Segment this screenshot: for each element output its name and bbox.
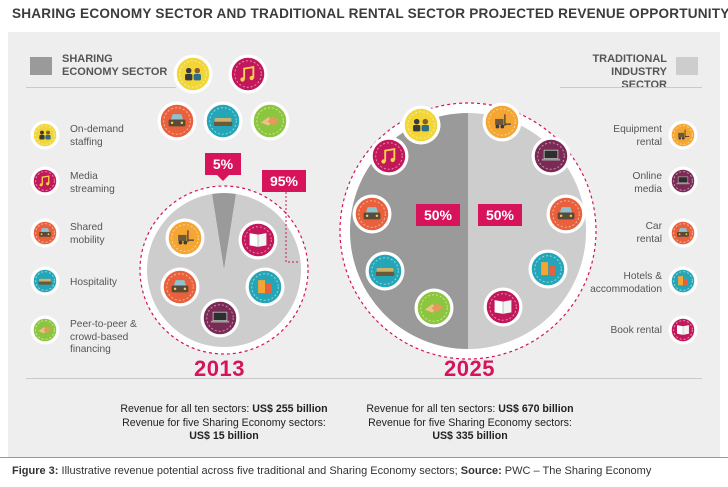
pie-2025-handshake-icon (414, 288, 454, 328)
pie-2025-book-icon (483, 287, 523, 327)
legend-label-equipment-rental: Equipment rental (613, 124, 662, 148)
cluster-sofa-icon (203, 101, 243, 141)
legend-book-icon (668, 315, 698, 345)
pie-2025-car-icon (352, 194, 392, 234)
legend-car-icon (30, 218, 60, 248)
legend-label-book-rental: Book rental (610, 325, 662, 336)
revenue-2013-sharing: US$ 15 billion (189, 430, 259, 442)
revenue-2025-sharing: US$ 335 billion (432, 430, 508, 442)
pie-2013-laptop-icon (200, 298, 240, 338)
pie-2013-book-icon (238, 220, 278, 260)
traditional-heading-line1: TRADITIONAL (592, 53, 667, 65)
baseline-divider (26, 378, 702, 379)
legend-sofa-icon (30, 266, 60, 296)
legend-label-car-rental: Car rental (636, 221, 662, 245)
legend-label-online-media: Online media (632, 171, 662, 195)
legend-forklift-icon (668, 120, 698, 150)
sharing-heading-line1: SHARING (62, 53, 113, 65)
revenue-2025-line2: Revenue for five Sharing Economy sectors… (368, 416, 572, 429)
legend-label-hospitality: Hospitality (70, 277, 117, 288)
traditional-legend-heading: TRADITIONAL INDUSTRY SECTOR (565, 53, 667, 92)
traditional-swatch (676, 57, 698, 75)
cluster-staffing-icon (173, 54, 213, 94)
revenue-2025-total: US$ 670 billion (498, 403, 574, 415)
cluster-handshake-icon (250, 101, 290, 141)
legend-staffing-icon (30, 120, 60, 150)
legend-label-media-streaming: Media streaming (70, 171, 115, 195)
year-2013: 2013 (194, 356, 245, 381)
pie-2025-traditional-label: 50% (478, 204, 522, 226)
page-title: SHARING ECONOMY SECTOR AND TRADITIONAL R… (12, 6, 728, 21)
legend-label-p2p-financing: Peer-to-peer & crowd-based financing (70, 319, 137, 355)
legend-hotel-icon (668, 266, 698, 296)
pie-2025-forklift-icon (482, 102, 522, 142)
pie-2013-hotel-icon (245, 267, 285, 307)
pie-2013-slice-sharing (211, 193, 237, 270)
legend-car-icon (668, 218, 698, 248)
cluster-car-icon (157, 101, 197, 141)
sharing-legend-heading: SHARING ECONOMY SECTOR (62, 53, 167, 79)
pie-2013-sharing-label: 5% (205, 153, 241, 181)
pie-2025-music-icon (369, 136, 409, 176)
revenue-2025: Revenue for all ten sectors: US$ 670 bil… (350, 403, 590, 444)
pie-2025-hotel-icon (528, 249, 568, 289)
revenue-2013-line1-text: Revenue for all ten sectors: (120, 403, 253, 415)
sharing-heading-line2: ECONOMY SECTOR (62, 66, 168, 78)
legend-label-hotels: Hotels & accommodation (590, 271, 662, 295)
revenue-2025-line1-text: Revenue for all ten sectors: (366, 403, 499, 415)
revenue-2013-line2: Revenue for five Sharing Economy sectors… (122, 416, 326, 429)
figure-caption: Figure 3: Illustrative revenue potential… (12, 465, 652, 477)
sharing-swatch (30, 57, 52, 75)
year-2025: 2025 (444, 356, 495, 381)
pie-2013-forklift-icon (165, 218, 205, 258)
caption-rule (0, 457, 728, 458)
legend-divider-right (560, 87, 702, 88)
legend-label-staffing: On-demand staffing (70, 124, 124, 148)
legend-laptop-icon (668, 166, 698, 196)
revenue-2013: Revenue for all ten sectors: US$ 255 bil… (104, 403, 344, 444)
pie-2013-traditional-label: 95% (262, 170, 306, 192)
legend-label-shared-mobility: Shared mobility (70, 222, 105, 246)
pie-2025-laptop-icon (531, 136, 571, 176)
legend-handshake-icon (30, 315, 60, 345)
revenue-2013-total: US$ 255 billion (252, 403, 328, 415)
pie-2025-staffing-icon (401, 105, 441, 145)
traditional-heading-line2: INDUSTRY SECTOR (611, 66, 667, 91)
pie-2013-label-leader (285, 192, 298, 263)
pie-2025-car-icon (546, 194, 586, 234)
legend-music-icon (30, 166, 60, 196)
pie-2025-sharing-label: 50% (416, 204, 460, 226)
cluster-music-icon (228, 54, 268, 94)
pie-2025-sofa-icon (365, 251, 405, 291)
legend-divider-left (26, 87, 176, 88)
pie-2013-car-icon (160, 267, 200, 307)
